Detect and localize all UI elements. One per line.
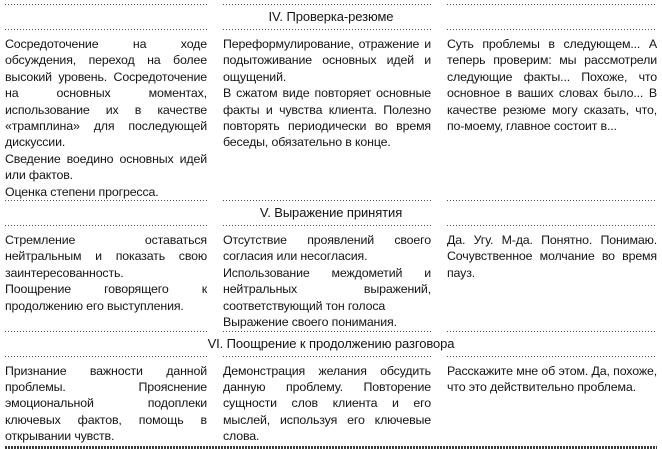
dotted-rule: [5, 200, 657, 202]
section-title-iv: IV. Проверка-резюме: [268, 9, 394, 24]
table-cell: Расскажите мне об этом. Да, похоже, что …: [447, 363, 657, 445]
dotted-rule: [5, 29, 657, 30]
table-cell: Сосредоточение на ходе обсуждения, перех…: [5, 36, 207, 200]
rule-segment: [223, 200, 431, 202]
rule-segment: [447, 330, 657, 332]
cell-paragraph: Оценка степени прогресса.: [5, 184, 159, 199]
rule-segment: [447, 200, 657, 202]
rule-segment: [5, 355, 207, 357]
dotted-rule: [5, 4, 657, 5]
cell-paragraph: Демонстрация желания обсудить данную про…: [223, 363, 431, 444]
table-row: Признание важности данной проблемы. Проя…: [5, 357, 657, 445]
cell-paragraph: Сосредоточение на ходе обсуждения, перех…: [5, 37, 207, 150]
rule-segment: [447, 355, 657, 357]
rule-segment: [447, 225, 657, 227]
dotted-rule: [5, 330, 657, 332]
cell-paragraph: Выражение своего понимания.: [223, 315, 397, 330]
table-row: Стремление оставаться нейтральным и пока…: [5, 226, 657, 330]
cell-paragraph: Стремление оставаться нейтральным и пока…: [5, 233, 207, 280]
cell-paragraph: Расскажите мне об этом. Да, похоже, что …: [447, 363, 657, 394]
cell-paragraph: В сжатом виде повторяет основные факты и…: [223, 86, 431, 150]
cell-paragraph: Признание важности данной проблемы. Проя…: [5, 363, 207, 444]
rule-segment: [5, 200, 207, 202]
section-title-vi: VI. Поощрение к продолжению разговора: [207, 335, 455, 351]
cell-paragraph: Сведение воедино основных идей или факто…: [5, 151, 207, 183]
dotted-rule: [5, 355, 657, 357]
section-title-v: V. Выражение принятия: [259, 205, 403, 221]
rule-segment: [5, 29, 207, 30]
rule-segment: [223, 355, 431, 357]
table-cell: Суть проблемы в следующем... А теперь пр…: [447, 36, 657, 200]
table-row: Сосредоточение на ходе обсуждения, перех…: [5, 30, 657, 200]
cell-paragraph: Переформулирование, отражение и подытожи…: [223, 37, 431, 84]
table-cell: Признание важности данной проблемы. Проя…: [5, 363, 207, 445]
rule-segment: [223, 225, 431, 227]
cell-paragraph: Да. Угу. М-да. Понятно. Понимаю. Сочувст…: [447, 233, 657, 280]
rule-segment: [223, 4, 431, 5]
table-cell: Стремление оставаться нейтральным и пока…: [5, 232, 207, 330]
rule-segment: [5, 225, 207, 227]
rule-segment: [223, 29, 431, 30]
cell-paragraph: Использование междометий и нейтральных в…: [223, 265, 431, 313]
rule-segment: [5, 4, 207, 5]
cell-paragraph: Отсутствие проявлений своего согласия ил…: [223, 233, 431, 264]
table-cell: Переформулирование, отражение и подытожи…: [223, 36, 431, 200]
table-cell: Отсутствие проявлений своего согласия ил…: [223, 232, 431, 330]
rule-segment: [447, 29, 657, 30]
dotted-rule: [5, 225, 657, 227]
table-cell: Да. Угу. М-да. Понятно. Понимаю. Сочувст…: [447, 232, 657, 330]
rule-segment: [5, 330, 207, 332]
table-bottom-rule: [5, 445, 657, 449]
rule-segment: [447, 4, 657, 5]
cell-paragraph: Суть проблемы в следующем... А теперь пр…: [447, 37, 657, 134]
table-cell: Демонстрация желания обсудить данную про…: [223, 363, 431, 445]
cell-paragraph: Поощрение говорящего к продолжению его в…: [5, 282, 207, 313]
rule-segment: [223, 330, 431, 332]
